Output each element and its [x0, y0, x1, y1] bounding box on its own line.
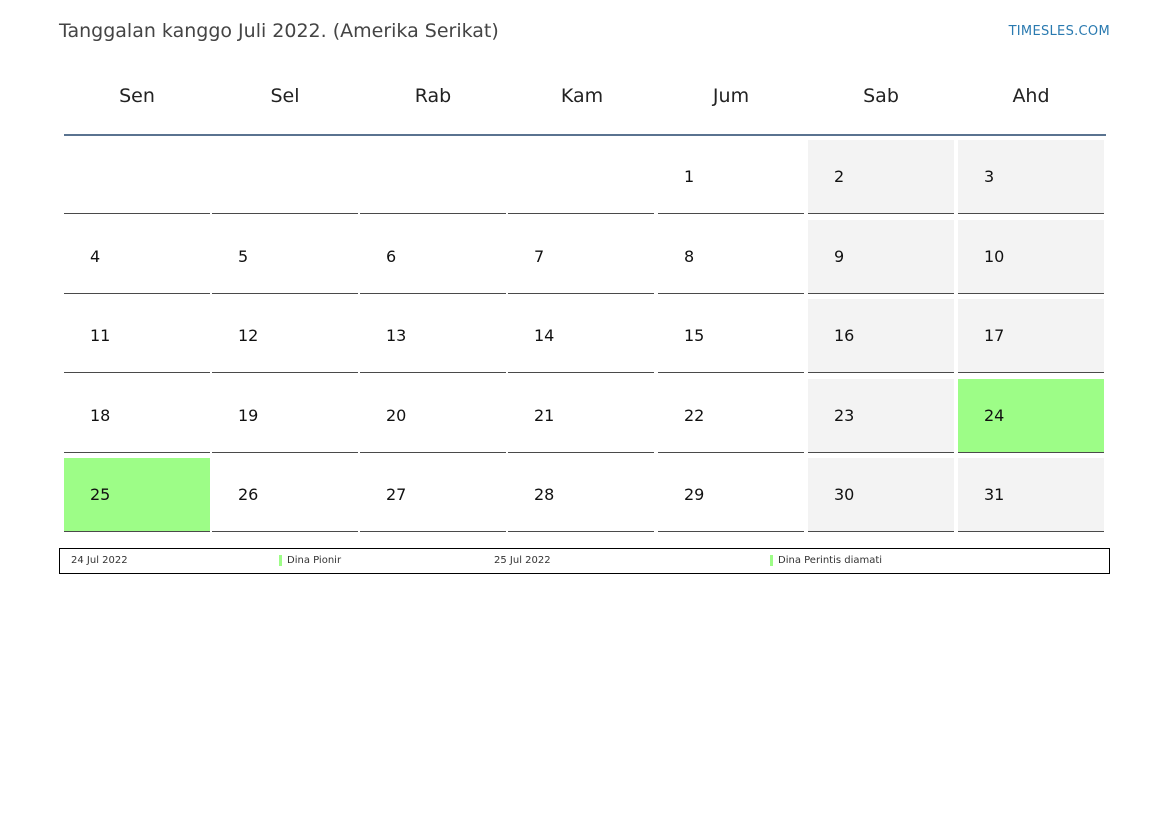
- calendar-day-cell: 4: [64, 220, 210, 294]
- weekday-header: Sen Sel Rab Kam Jum Sab Ahd: [64, 80, 1106, 136]
- calendar-day-cell: 12: [212, 299, 358, 373]
- day-number: 30: [834, 485, 855, 504]
- calendar-day-cell: [212, 140, 358, 214]
- calendar-day-cell: 10: [958, 220, 1104, 294]
- day-number: 14: [534, 326, 555, 345]
- day-number: 9: [834, 247, 845, 266]
- calendar-day-cell: 18: [64, 379, 210, 453]
- day-number: 22: [684, 406, 705, 425]
- day-number: 19: [238, 406, 259, 425]
- legend-date: 25 Jul 2022: [494, 555, 551, 566]
- calendar-day-cell: 7: [508, 220, 654, 294]
- calendar-day-cell: 15: [658, 299, 804, 373]
- calendar-day-cell: 28: [508, 458, 654, 532]
- day-number: 24: [984, 406, 1005, 425]
- day-number: 25: [90, 485, 111, 504]
- day-number: 28: [534, 485, 555, 504]
- calendar-day-cell: 6: [360, 220, 506, 294]
- calendar-day-cell: 3: [958, 140, 1104, 214]
- calendar-day-cell: 13: [360, 299, 506, 373]
- day-number: 31: [984, 485, 1005, 504]
- calendar-day-cell: 19: [212, 379, 358, 453]
- day-number: 12: [238, 326, 259, 345]
- legend-holiday-name: Dina Pionir: [287, 555, 342, 566]
- day-number: 11: [90, 326, 111, 345]
- weekday-mon: Sen: [119, 85, 155, 107]
- calendar-day-cell: 29: [658, 458, 804, 532]
- weekday-thu: Kam: [560, 85, 604, 107]
- calendar-day-cell: 21: [508, 379, 654, 453]
- day-number: 8: [684, 247, 695, 266]
- weekday-wed: Rab: [414, 85, 452, 107]
- calendar-day-cell: 14: [508, 299, 654, 373]
- day-number: 17: [984, 326, 1005, 345]
- page-title: Tanggalan kanggo Juli 2022. (Amerika Ser…: [59, 20, 499, 42]
- site-link[interactable]: TIMESLES.COM: [1008, 24, 1110, 39]
- day-number: 1: [684, 167, 695, 186]
- legend-holiday-name: Dina Perintis diamati: [778, 555, 883, 566]
- day-number: 2: [834, 167, 845, 186]
- calendar-day-cell: 16: [808, 299, 954, 373]
- calendar-day-cell: 30: [808, 458, 954, 532]
- day-number: 10: [984, 247, 1005, 266]
- calendar-day-cell: 5: [212, 220, 358, 294]
- calendar-day-cell: 31: [958, 458, 1104, 532]
- calendar-day-cell: 23: [808, 379, 954, 453]
- calendar-day-cell: 2: [808, 140, 954, 214]
- day-number: 18: [90, 406, 111, 425]
- weekday-sun: Ahd: [1012, 85, 1050, 107]
- calendar-day-cell: 27: [360, 458, 506, 532]
- calendar-day-cell: 8: [658, 220, 804, 294]
- day-number: 26: [238, 485, 259, 504]
- weekday-fri: Jum: [712, 85, 750, 107]
- day-number: 7: [534, 247, 545, 266]
- calendar-day-cell: 17: [958, 299, 1104, 373]
- day-number: 29: [684, 485, 705, 504]
- day-number: 16: [834, 326, 855, 345]
- day-number: 15: [684, 326, 705, 345]
- calendar-day-cell: [64, 140, 210, 214]
- day-number: 13: [386, 326, 407, 345]
- legend-swatch: [279, 555, 282, 566]
- day-number: 23: [834, 406, 855, 425]
- calendar-day-cell: [360, 140, 506, 214]
- weekday-tue: Sel: [270, 85, 300, 107]
- calendar-day-cell: 22: [658, 379, 804, 453]
- calendar-day-cell: 9: [808, 220, 954, 294]
- calendar-day-cell: 24: [958, 379, 1104, 453]
- calendar-day-cell: 25: [64, 458, 210, 532]
- legend-date: 24 Jul 2022: [71, 555, 128, 566]
- calendar-day-cell: 20: [360, 379, 506, 453]
- day-number: 27: [386, 485, 407, 504]
- holiday-legend: 24 Jul 2022 Dina Pionir 25 Jul 2022 Dina…: [59, 548, 1110, 574]
- calendar-day-cell: 11: [64, 299, 210, 373]
- legend-swatch: [770, 555, 773, 566]
- calendar-day-cell: 1: [658, 140, 804, 214]
- day-number: 5: [238, 247, 249, 266]
- calendar-day-cell: 26: [212, 458, 358, 532]
- calendar-day-cell: [508, 140, 654, 214]
- day-number: 21: [534, 406, 555, 425]
- day-number: 3: [984, 167, 995, 186]
- day-number: 20: [386, 406, 407, 425]
- day-number: 4: [90, 247, 101, 266]
- weekday-sat: Sab: [863, 85, 899, 107]
- day-number: 6: [386, 247, 397, 266]
